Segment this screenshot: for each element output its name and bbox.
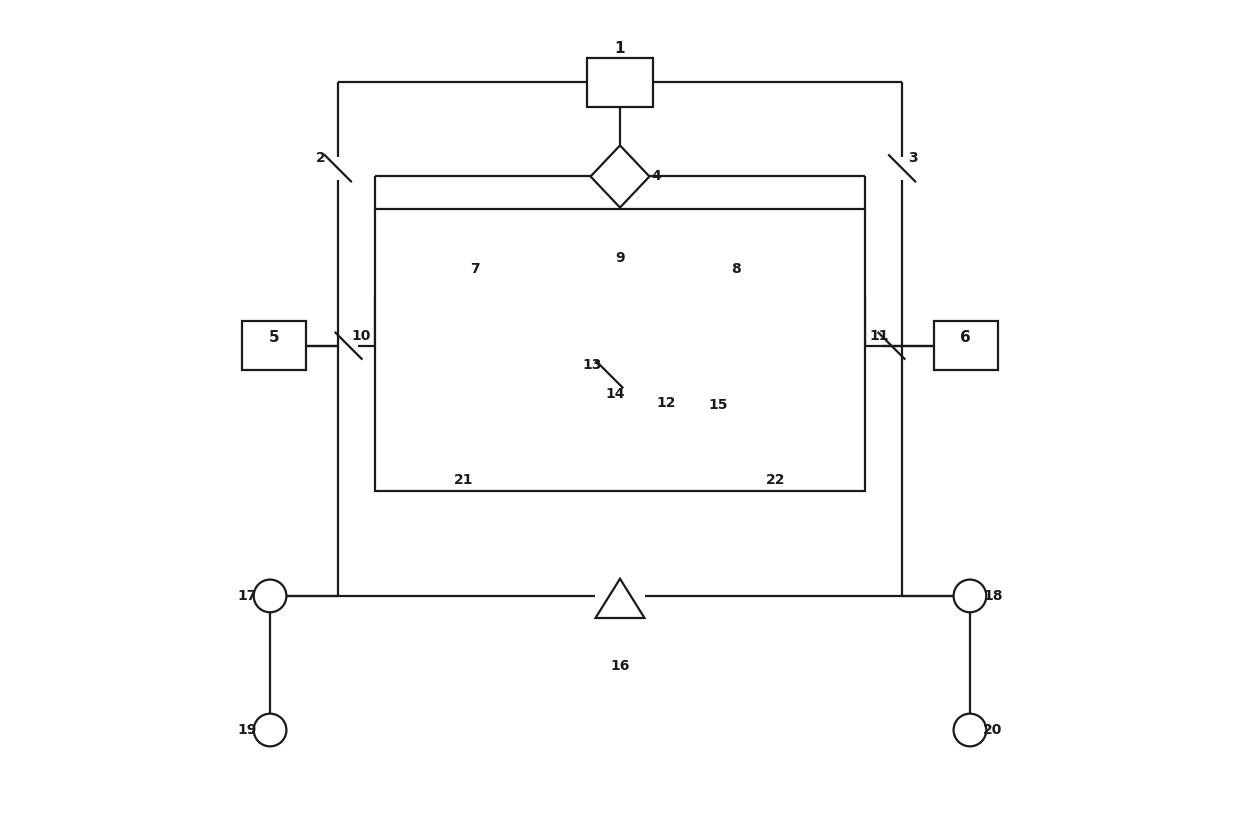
Text: 15: 15: [708, 398, 728, 413]
Circle shape: [254, 713, 286, 746]
Bar: [242, 321, 306, 370]
Text: 14: 14: [605, 387, 625, 401]
Circle shape: [954, 713, 986, 746]
Text: 5: 5: [269, 330, 279, 345]
Text: 16: 16: [610, 659, 630, 673]
Text: 8: 8: [732, 262, 742, 276]
Circle shape: [954, 580, 986, 613]
Bar: [534, 278, 698, 327]
Bar: [595, 378, 640, 432]
Bar: [588, 58, 652, 107]
Text: 18: 18: [983, 589, 1003, 603]
Text: 21: 21: [454, 473, 474, 486]
Bar: [460, 269, 780, 278]
Text: 9: 9: [615, 251, 625, 265]
Text: 4: 4: [651, 170, 661, 183]
Bar: [567, 378, 663, 432]
Text: 20: 20: [983, 723, 1002, 737]
Polygon shape: [595, 579, 645, 618]
Polygon shape: [590, 146, 650, 207]
Bar: [460, 327, 780, 336]
Text: 17: 17: [238, 589, 257, 603]
FancyBboxPatch shape: [574, 382, 666, 424]
Circle shape: [254, 580, 286, 613]
Bar: [374, 209, 866, 491]
Text: 3: 3: [908, 152, 918, 165]
Text: 7: 7: [470, 262, 480, 276]
Text: 6: 6: [961, 330, 971, 345]
Text: 12: 12: [656, 396, 676, 410]
Text: 11: 11: [869, 329, 889, 343]
Bar: [460, 269, 780, 336]
Circle shape: [467, 275, 511, 318]
Circle shape: [729, 275, 773, 318]
Text: 1: 1: [615, 41, 625, 56]
Bar: [753, 414, 799, 463]
Text: 13: 13: [583, 358, 601, 372]
Bar: [934, 321, 998, 370]
Text: 22: 22: [765, 473, 785, 486]
Text: 19: 19: [238, 723, 257, 737]
Bar: [441, 414, 487, 463]
Text: 10: 10: [351, 329, 371, 343]
Polygon shape: [686, 378, 711, 433]
Text: 2: 2: [316, 152, 326, 165]
